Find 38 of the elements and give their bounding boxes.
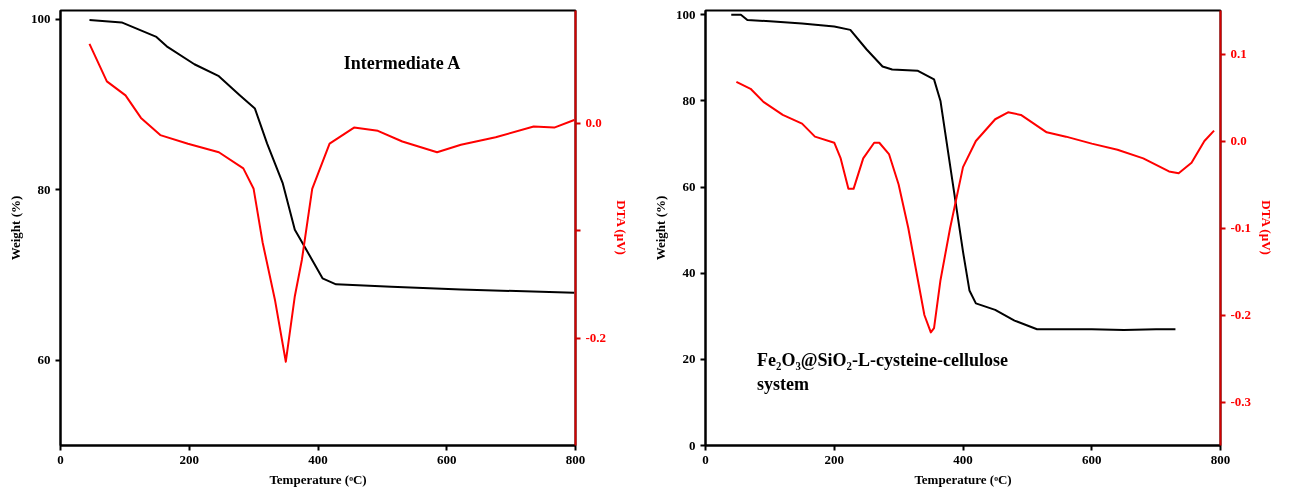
line-series — [88, 18, 576, 294]
annotation: Fe₂O₃@SiO₂-L-cysteine-cellulose system — [757, 349, 1008, 394]
x-axis-title: Temperature (ᵒC) — [914, 471, 1012, 487]
x-axis-title: Temperature (ᵒC) — [269, 471, 367, 487]
x-tick-label: 0 — [702, 451, 709, 467]
x-tick-label: 800 — [1210, 451, 1231, 467]
x-tick-label: 800 — [565, 451, 586, 467]
y-axis-title: Weight (%) — [653, 195, 668, 261]
x-tick-label: 400 — [953, 451, 973, 467]
x-tick-label: 0 — [57, 451, 64, 467]
y-tick-label: 40 — [682, 265, 696, 281]
x-tick-label: 200 — [824, 451, 844, 467]
y2-tick-label: -0.1 — [1230, 220, 1252, 235]
y-tick-label: 100 — [31, 11, 51, 27]
y-tick-label: 60 — [682, 179, 696, 195]
y2-tick-label: -0.2 — [585, 330, 607, 346]
y2-tick-label: 0.0 — [1230, 133, 1247, 148]
y2-tick-label: -0.3 — [1230, 394, 1252, 409]
annotation: Intermediate A — [343, 52, 461, 73]
y-tick-label: 0 — [689, 437, 696, 453]
y2-tick-label: 0.0 — [585, 115, 602, 131]
line-series — [88, 42, 576, 363]
y2-axis-title: DTA (µV) — [614, 200, 630, 255]
y-tick-label: 60 — [37, 352, 51, 368]
y-tick-label: 80 — [682, 92, 696, 108]
line-series — [735, 80, 1216, 334]
x-tick-label: 200 — [179, 451, 199, 467]
x-tick-label: 400 — [308, 451, 328, 467]
y-tick-label: 20 — [682, 351, 696, 367]
y2-tick-label: 0.1 — [1230, 46, 1247, 61]
y-axis-title: Weight (%) — [8, 195, 23, 261]
y2-tick-label: -0.2 — [1230, 307, 1252, 322]
y-tick-label: 80 — [37, 181, 51, 197]
y-tick-label: 100 — [676, 6, 696, 22]
x-tick-label: 600 — [437, 451, 457, 467]
x-tick-label: 600 — [1082, 451, 1102, 467]
y2-axis-title: DTA (µV) — [1259, 200, 1275, 255]
line-series — [730, 13, 1177, 332]
